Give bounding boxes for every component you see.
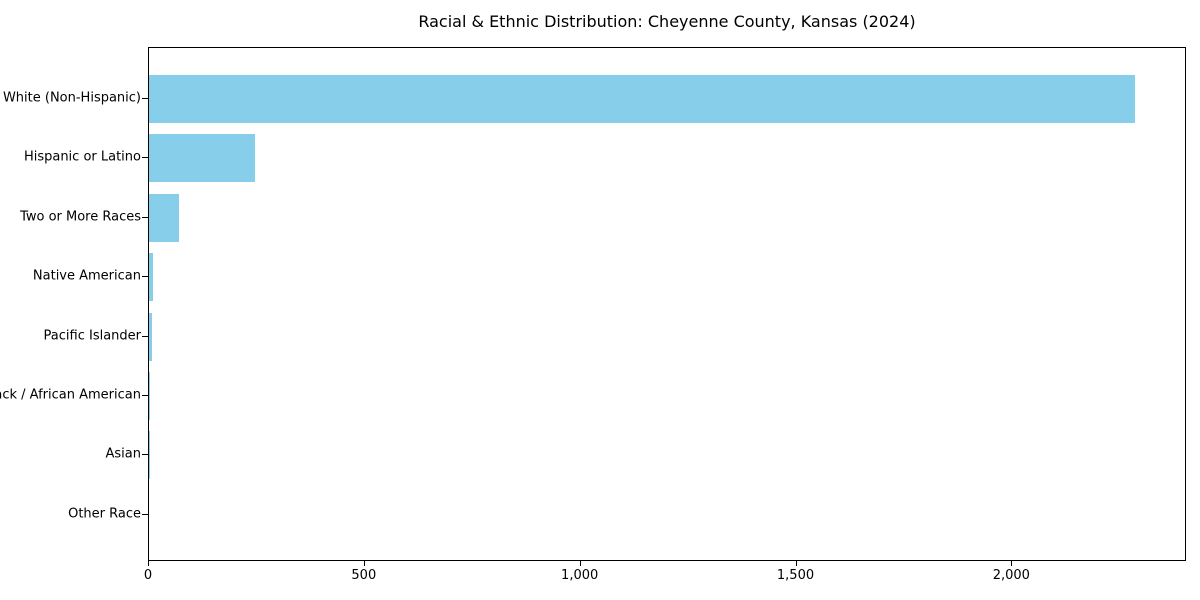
bar-black-african-american — [149, 372, 150, 420]
y-tick-mark — [142, 157, 148, 159]
bar-native-american — [149, 253, 154, 302]
plot-area — [148, 47, 1186, 561]
y-axis-label: White (Non-Hispanic) — [2, 90, 141, 106]
x-tick-mark — [795, 561, 797, 566]
x-tick-mark — [148, 561, 149, 566]
x-tick-mark — [363, 561, 365, 566]
chart-title: Racial & Ethnic Distribution: Cheyenne C… — [418, 12, 916, 31]
bar-two-or-more-races — [149, 193, 180, 242]
y-tick-mark — [142, 276, 148, 278]
y-axis-label: Two or More Races — [20, 209, 141, 225]
y-axis-label: Black / African American — [0, 387, 141, 403]
bar-hispanic-or-latino — [149, 134, 255, 183]
y-tick-mark — [142, 395, 148, 396]
y-axis-label: Pacific Islander — [43, 328, 141, 344]
bar-white-non-hispanic — [149, 75, 1136, 123]
x-axis-label: 1,000 — [561, 568, 599, 583]
y-axis-label: Other Race — [68, 506, 141, 522]
y-tick-mark — [142, 98, 148, 99]
y-tick-mark — [142, 513, 148, 515]
x-axis-label: 500 — [351, 568, 377, 583]
x-axis-label: 1,500 — [776, 568, 815, 583]
bar-pacific-islander — [149, 312, 152, 361]
y-tick-mark — [142, 216, 148, 218]
y-tick-mark — [142, 335, 148, 337]
y-axis-label: Asian — [105, 446, 141, 462]
x-tick-mark — [579, 561, 581, 566]
y-tick-mark — [142, 454, 148, 456]
x-axis-label: 2,000 — [992, 568, 1030, 583]
y-axis-label: Hispanic or Latino — [23, 149, 141, 165]
y-axis-label: Native American — [32, 268, 141, 284]
x-tick-mark — [1011, 561, 1013, 566]
x-axis-label: 0 — [143, 568, 153, 583]
